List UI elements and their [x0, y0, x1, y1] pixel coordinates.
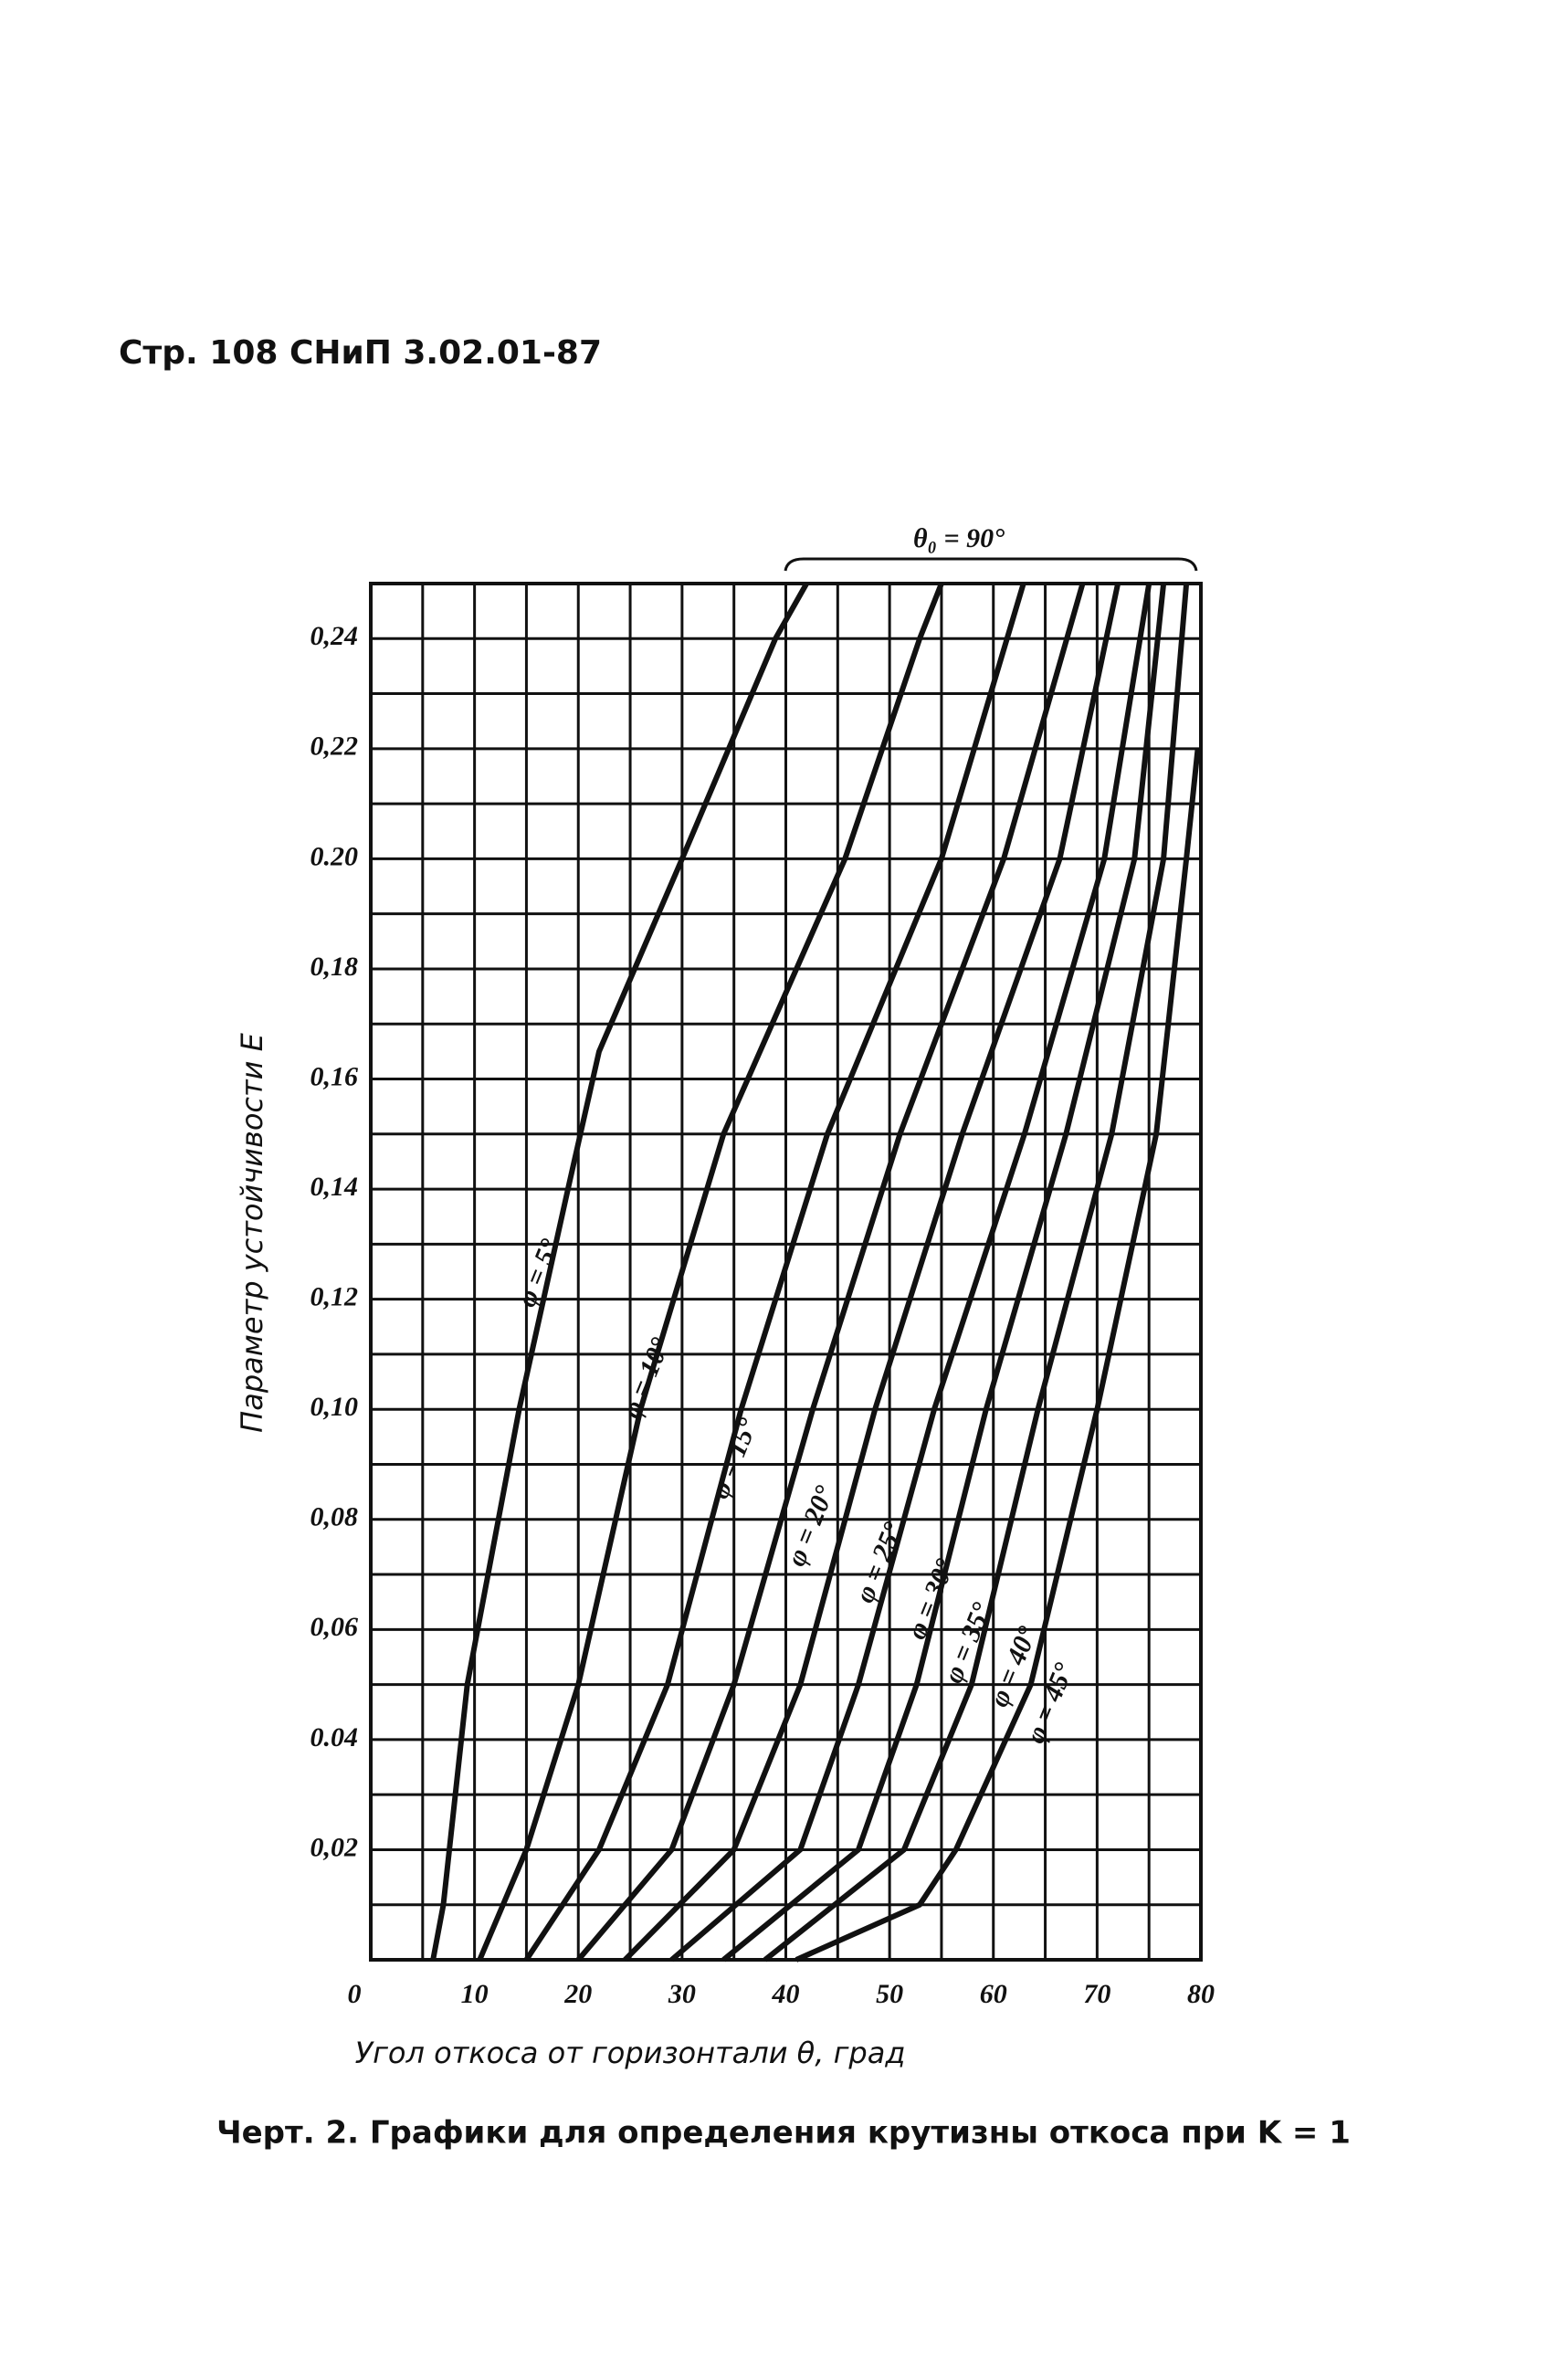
brace	[784, 557, 1198, 572]
y-tick-label: 0.20	[310, 841, 359, 871]
curve	[669, 583, 1152, 1963]
plot-frame	[369, 582, 1203, 1962]
x-tick-label: 70	[1083, 1979, 1110, 2009]
x-tick-label: 50	[876, 1979, 903, 2009]
x-tick-label: 0	[348, 1979, 362, 2009]
curve	[576, 583, 1086, 1962]
x-tick-label: 80	[1187, 1979, 1215, 2009]
y-tick-label: 0,18	[310, 952, 359, 982]
x-axis-title: Угол откоса от горизонтали θ, град	[355, 2036, 906, 2070]
curve	[721, 583, 1167, 1963]
annotation: θ₀ = 90°	[913, 523, 1005, 553]
page-header: Стр. 108 СНиП 3.02.01-87	[119, 334, 602, 372]
y-tick-label: 0,24	[310, 621, 359, 651]
x-tick-label: 20	[563, 1979, 592, 2009]
curve	[795, 748, 1201, 1963]
curve	[430, 582, 809, 1961]
y-tick-label: 0,22	[310, 731, 359, 762]
x-tick-label: 40	[772, 1979, 800, 2009]
curve	[623, 583, 1121, 1963]
y-axis-title: Параметр устойчивости E	[235, 1032, 269, 1432]
y-tick-label: 0,06	[310, 1612, 359, 1642]
curve	[763, 583, 1190, 1963]
y-tick-label: 0,02	[310, 1832, 359, 1862]
x-tick-label: 30	[668, 1979, 696, 2009]
y-tick-label: 0,08	[310, 1502, 359, 1532]
y-tick-label: 0,12	[310, 1282, 359, 1312]
y-tick-label: 0,10	[310, 1392, 359, 1422]
caption: Черт. 2. Графики для определения крутизн…	[216, 2115, 1351, 2152]
y-tick-label: 0,14	[310, 1172, 359, 1202]
x-tick-label: 60	[980, 1979, 1007, 2009]
curve	[477, 582, 944, 1962]
x-tick-label: 10	[461, 1979, 489, 2009]
y-tick-label: 0,16	[310, 1061, 359, 1091]
y-tick-label: 0.04	[310, 1722, 359, 1752]
curve	[523, 583, 1026, 1962]
